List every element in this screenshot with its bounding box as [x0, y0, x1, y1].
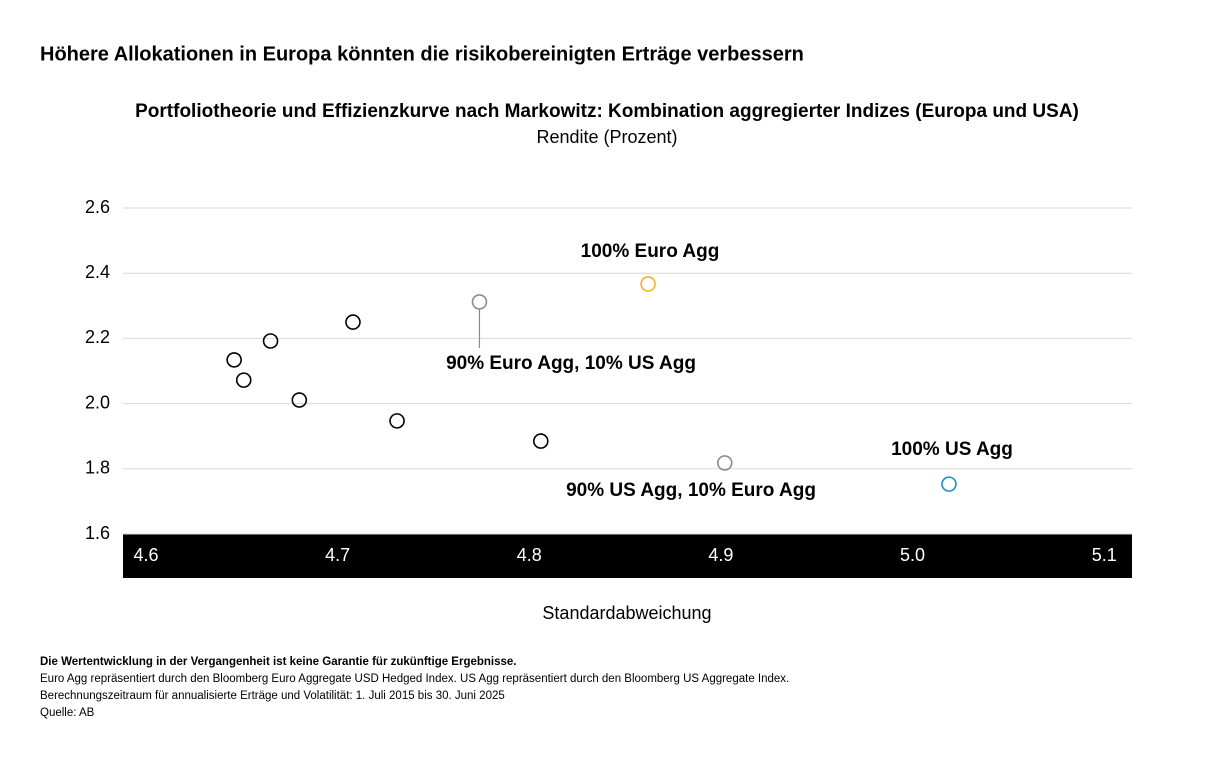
y-axis-label: Rendite (Prozent): [536, 127, 677, 147]
x-axis-band: [123, 534, 1132, 578]
y-tick-label: 2.0: [85, 392, 110, 412]
annotation: 90% US Agg, 10% Euro Agg: [566, 480, 816, 501]
point: [262, 333, 279, 349]
x-tick-label: 4.8: [517, 545, 542, 565]
chart-title: Portfoliotheorie und Effizienzkurve nach…: [135, 101, 1079, 122]
point: [941, 476, 957, 492]
point: [716, 455, 733, 471]
footnote: Die Wertentwicklung in der Vergangenheit…: [40, 656, 517, 668]
annotation: 100% Euro Agg: [581, 241, 720, 262]
annotation: 90% Euro Agg, 10% US Agg: [446, 353, 696, 374]
y-tick-label: 2.4: [85, 262, 110, 282]
point: [640, 276, 656, 292]
y-tick-label: 1.8: [85, 458, 110, 478]
x-tick-label: 5.1: [1092, 545, 1117, 565]
footnote: Quelle: AB: [40, 707, 95, 719]
footnote: Euro Agg repräsentiert durch den Bloombe…: [40, 673, 789, 685]
point: [389, 413, 405, 429]
point: [471, 294, 488, 310]
y-tick-label: 1.6: [85, 523, 110, 543]
point: [235, 372, 252, 388]
x-tick-label: 5.0: [900, 545, 925, 565]
annotation: 100% US Agg: [891, 439, 1013, 460]
point: [226, 352, 242, 368]
x-tick-label: 4.6: [133, 545, 158, 565]
footnote: Berechnungszeitraum für annualisierte Er…: [40, 690, 505, 702]
x-tick-label: 4.7: [325, 545, 350, 565]
point: [532, 433, 549, 449]
point: [291, 392, 308, 408]
y-tick-label: 2.6: [85, 197, 110, 217]
point: [345, 314, 361, 330]
page-title: Höhere Allokationen in Europa könnten di…: [40, 43, 804, 65]
y-tick-label: 2.2: [85, 327, 110, 347]
x-axis-label: Standardabweichung: [542, 603, 711, 623]
x-tick-label: 4.9: [708, 545, 733, 565]
